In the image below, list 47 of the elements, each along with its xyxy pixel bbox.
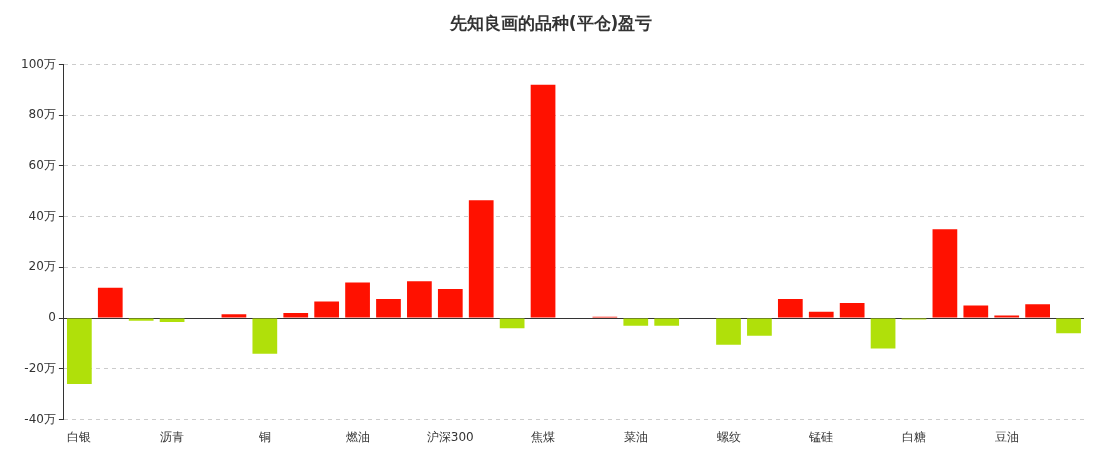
x-tick-label: 菜油 [623, 429, 648, 444]
x-tick-label: 燃油 [345, 429, 370, 444]
bar [623, 318, 649, 326]
bar [221, 314, 247, 318]
bar [716, 318, 741, 345]
bar [499, 318, 525, 329]
y-tick-label: 80万 [28, 107, 56, 122]
x-tick-label: 螺纹 [716, 429, 741, 444]
bar [747, 318, 772, 336]
y-tick-label: 20万 [28, 259, 56, 274]
bar [468, 200, 494, 318]
bar [314, 301, 340, 318]
bar [994, 315, 1020, 318]
bar [963, 305, 989, 318]
bar [407, 281, 432, 318]
chart-title: 先知良画的品种(平仓)盈亏 [448, 12, 653, 33]
x-tick-label: 锰硅 [808, 429, 834, 444]
x-tick-label: 焦煤 [531, 429, 556, 444]
y-tick-label: 40万 [28, 208, 56, 223]
x-tick-label: 豆油 [994, 429, 1019, 444]
bar [808, 311, 834, 318]
bar [67, 318, 92, 385]
x-tick-label: 铜 [257, 429, 271, 444]
x-tick-label: 白银 [67, 429, 92, 444]
bar [777, 299, 803, 318]
bar [870, 318, 896, 349]
y-tick-label: 60万 [28, 158, 56, 173]
x-tick-label: 沪深300 [426, 429, 474, 444]
bar [839, 302, 865, 318]
y-tick-label: 100万 [21, 56, 56, 71]
x-tick-label: 沥青 [160, 429, 185, 444]
bar [932, 229, 958, 318]
bar [283, 313, 309, 318]
bar [437, 288, 463, 318]
bar [345, 282, 370, 318]
bar [376, 299, 401, 318]
bar [1025, 304, 1050, 318]
y-tick-label: -40万 [24, 411, 56, 426]
bar [97, 287, 123, 318]
bar [252, 318, 278, 354]
bar [1056, 318, 1081, 334]
bar [128, 318, 154, 321]
y-tick-label: 0 [48, 310, 56, 325]
x-tick-label: 白糖 [901, 429, 926, 444]
bar [530, 84, 556, 318]
bar [654, 318, 680, 326]
y-tick-label: -20万 [24, 360, 56, 375]
